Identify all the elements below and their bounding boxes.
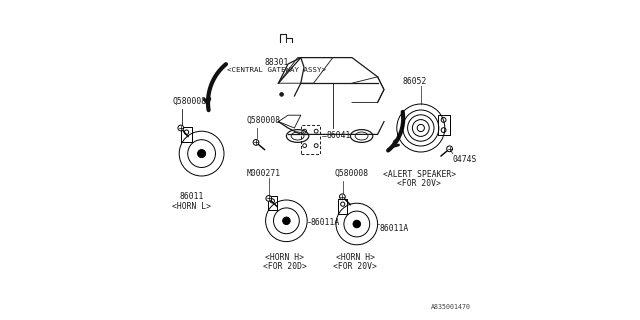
Text: Q580008: Q580008 [173, 97, 207, 106]
Text: 86052: 86052 [402, 77, 427, 86]
Text: <HORN L>: <HORN L> [173, 202, 211, 211]
Circle shape [447, 146, 452, 152]
Text: <HORN H>: <HORN H> [336, 253, 374, 262]
Text: <ALERT SPEAKER>: <ALERT SPEAKER> [383, 170, 456, 179]
Circle shape [339, 194, 346, 200]
Text: <FOR 20V>: <FOR 20V> [397, 179, 441, 188]
Text: 88301: 88301 [264, 58, 289, 67]
Text: <FOR 20D>: <FOR 20D> [263, 262, 307, 271]
Text: <CENTRAL GATEWAY ASSY>: <CENTRAL GATEWAY ASSY> [227, 67, 326, 73]
Text: 86011: 86011 [180, 192, 204, 201]
Text: Q580008: Q580008 [246, 116, 280, 125]
Circle shape [253, 140, 259, 145]
Text: M000271: M000271 [246, 169, 280, 178]
Circle shape [353, 220, 360, 228]
Circle shape [266, 196, 272, 201]
Text: <HORN H>: <HORN H> [266, 253, 304, 262]
Circle shape [283, 217, 290, 225]
Text: <FOR 20V>: <FOR 20V> [333, 262, 377, 271]
Text: A835001470: A835001470 [431, 304, 471, 310]
Text: 86011A: 86011A [310, 218, 340, 227]
Circle shape [178, 125, 184, 131]
Text: 86011A: 86011A [380, 224, 408, 233]
Circle shape [280, 92, 284, 96]
Text: 86041: 86041 [326, 132, 351, 140]
Text: Q580008: Q580008 [334, 169, 369, 178]
Text: 0474S: 0474S [453, 155, 477, 164]
Circle shape [198, 149, 205, 158]
